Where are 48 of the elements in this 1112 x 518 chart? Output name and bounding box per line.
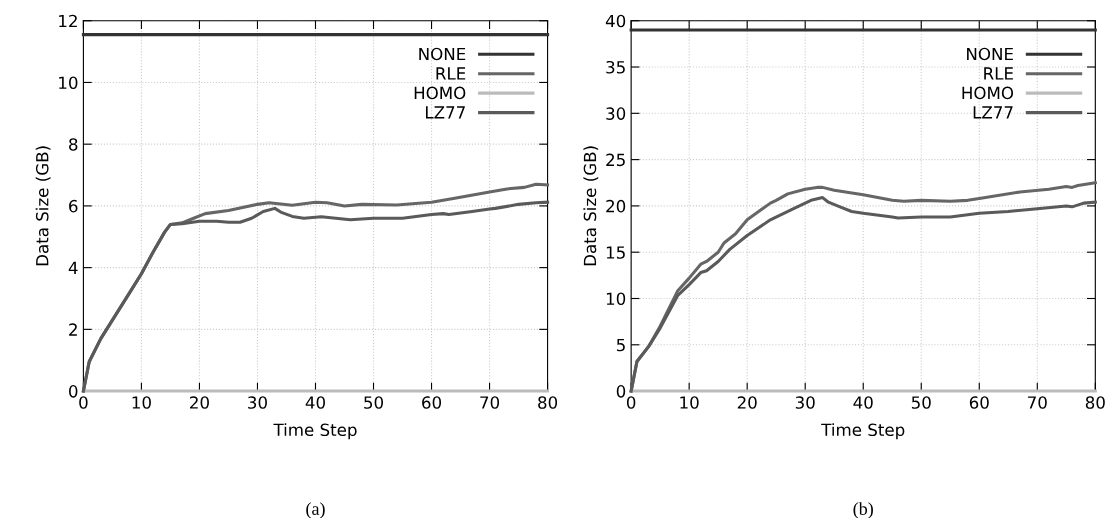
- y-tick-label: 10: [606, 292, 626, 306]
- legend-label: HOMO: [962, 86, 1014, 100]
- x-tick-label: 30: [795, 396, 815, 409]
- y-tick-label: 8: [69, 138, 78, 151]
- x-axis-title: Time Step: [821, 423, 905, 440]
- x-tick-label: 70: [1028, 396, 1047, 409]
- y-tick-label: 40: [605, 14, 626, 28]
- text: (a): [306, 502, 325, 518]
- legend-label: RLE: [436, 67, 466, 80]
- x-tick-label: 60: [422, 396, 442, 409]
- x-tick-label: 0: [79, 396, 88, 409]
- x-tick-label: 10: [680, 396, 699, 409]
- y-tick-label: 35: [606, 60, 625, 74]
- y-tick-label: 0: [616, 385, 626, 398]
- y-tick-label: 25: [606, 153, 625, 167]
- y-tick-label: 5: [616, 338, 625, 352]
- y-tick-label: 6: [69, 199, 78, 213]
- x-tick-label: 80: [538, 396, 558, 409]
- x-tick-label: 40: [853, 396, 873, 409]
- x-tick-label: 50: [364, 396, 384, 409]
- x-axis-title: Time Step: [273, 423, 357, 440]
- y-tick-label: 30: [606, 107, 626, 120]
- x-tick-label: 80: [1085, 396, 1105, 409]
- y-tick-label: 15: [606, 246, 625, 259]
- y-tick-label: 4: [68, 261, 78, 274]
- legend-label: NONE: [967, 47, 1013, 61]
- legend-label: NONE: [419, 47, 466, 61]
- x-tick-label: 40: [305, 396, 325, 409]
- y-axis-title: Data Size (GB): [583, 146, 599, 266]
- legend-label: LZ77: [973, 106, 1013, 119]
- y-tick-label: 20: [606, 199, 626, 213]
- y-tick-label: 12: [59, 14, 77, 28]
- x-tick-label: 60: [969, 396, 989, 409]
- y-tick-label: 10: [59, 76, 78, 90]
- y-tick-label: 2: [69, 323, 77, 336]
- legend-label: LZ77: [426, 106, 465, 119]
- x-tick-label: 70: [480, 396, 500, 409]
- x-tick-label: 20: [737, 396, 757, 409]
- legend-label: HOMO: [414, 86, 466, 100]
- x-tick-label: 20: [190, 396, 209, 409]
- x-tick-label: 0: [626, 396, 636, 409]
- legend-label: RLE: [984, 67, 1013, 80]
- x-tick-label: 30: [248, 396, 267, 409]
- text: (b): [853, 502, 873, 518]
- y-tick-label: 0: [69, 385, 78, 398]
- x-tick-label: 50: [911, 396, 931, 409]
- x-tick-label: 10: [132, 396, 151, 409]
- y-axis-title: Data Size (GB): [35, 146, 51, 266]
